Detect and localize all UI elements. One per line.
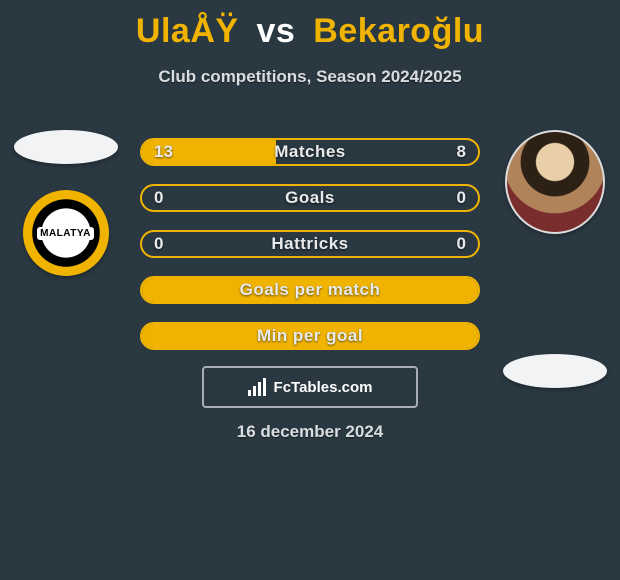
player-left-name: UlaÅŸ <box>136 12 239 50</box>
stat-value-right: 8 <box>457 142 466 162</box>
left-player-column: MALATYA <box>8 130 123 276</box>
stat-value-right: 0 <box>457 234 466 254</box>
brand-chart-icon <box>248 378 266 396</box>
brand-text: FcTables.com <box>274 379 373 396</box>
comparison-card: UlaÅŸ vs Bekaroğlu Club competitions, Se… <box>0 12 620 580</box>
player-right-club-badge <box>503 354 607 388</box>
stat-label: Hattricks <box>271 234 348 254</box>
stat-row-goals: 0 Goals 0 <box>140 184 480 212</box>
stat-row-hattricks: 0 Hattricks 0 <box>140 230 480 258</box>
stat-row-matches: 13 Matches 8 <box>140 138 480 166</box>
right-player-column <box>497 130 612 388</box>
date-text: 16 december 2024 <box>0 422 620 442</box>
player-left-club-badge: MALATYA <box>23 190 109 276</box>
stat-label: Goals per match <box>240 280 381 300</box>
page-title: UlaÅŸ vs Bekaroğlu <box>0 12 620 51</box>
stat-value-left: 13 <box>154 142 173 162</box>
stat-row-goals-per-match: Goals per match <box>140 276 480 304</box>
stat-row-min-per-goal: Min per goal <box>140 322 480 350</box>
player-right-name: Bekaroğlu <box>313 12 484 50</box>
subtitle: Club competitions, Season 2024/2025 <box>0 67 620 87</box>
brand-box: FcTables.com <box>202 366 418 408</box>
player-left-avatar <box>14 130 118 164</box>
stat-value-left: 0 <box>154 234 163 254</box>
stats-table: 13 Matches 8 0 Goals 0 0 Hattricks 0 Goa… <box>140 138 480 368</box>
stat-value-left: 0 <box>154 188 163 208</box>
vs-separator: vs <box>257 12 296 50</box>
stat-label: Min per goal <box>257 326 363 346</box>
club-badge-text: MALATYA <box>37 227 94 240</box>
player-right-avatar <box>505 130 605 234</box>
stat-label: Goals <box>285 188 335 208</box>
stat-value-right: 0 <box>457 188 466 208</box>
stat-label: Matches <box>274 142 346 162</box>
